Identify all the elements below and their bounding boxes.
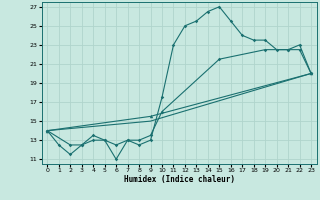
X-axis label: Humidex (Indice chaleur): Humidex (Indice chaleur) bbox=[124, 175, 235, 184]
